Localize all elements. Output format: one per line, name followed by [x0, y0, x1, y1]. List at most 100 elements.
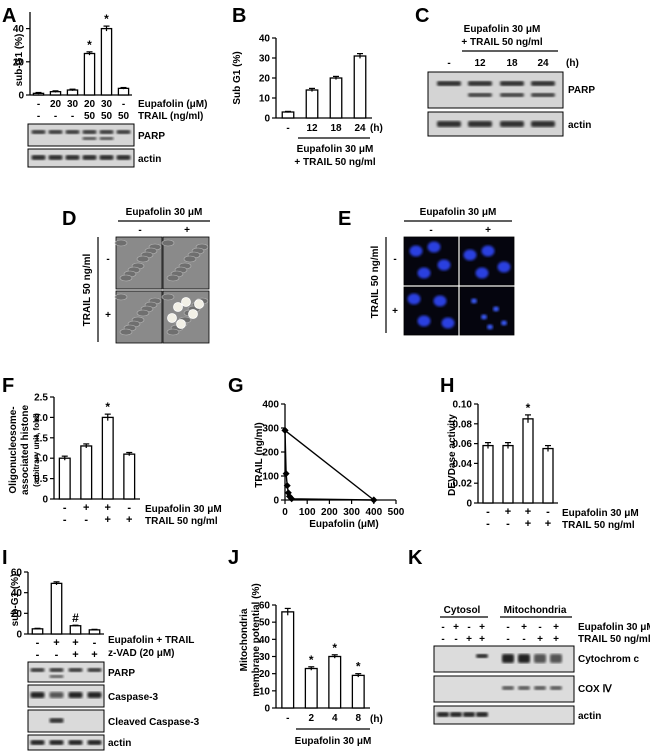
fluorescence-image	[459, 236, 515, 286]
band	[550, 654, 562, 663]
y-tick-label: 30	[259, 54, 271, 65]
band	[116, 155, 131, 160]
condition-sign: -	[506, 622, 509, 633]
y-tick-label: 1.5	[34, 433, 48, 444]
band	[437, 121, 461, 127]
panel-h-bar-chart: 00.020.040.060.080.10--+-*++-+	[453, 400, 558, 530]
condition-sign: 50	[84, 111, 96, 122]
band	[468, 93, 492, 97]
data-point	[282, 470, 290, 478]
y-tick-label: 30	[259, 652, 271, 663]
cell	[136, 255, 150, 263]
condition-sign: -	[122, 99, 125, 110]
band	[116, 130, 131, 134]
panel-g-isobologram: 0 100 200 300 400 0 100 200 300 400 500	[262, 400, 404, 519]
condition-sign: -	[454, 634, 457, 645]
condition-sign: +	[72, 649, 78, 661]
significance-mark: *	[332, 641, 337, 655]
band	[49, 668, 64, 672]
condition-sign: -	[522, 634, 525, 645]
band	[48, 130, 63, 134]
bar	[117, 87, 130, 96]
bar	[31, 628, 44, 635]
y-tick-label: 0.06	[453, 439, 473, 450]
band	[437, 81, 461, 86]
panel-a-blot-label-parp: PARP	[138, 131, 165, 142]
band	[82, 130, 97, 134]
bar	[100, 27, 113, 96]
panel-b-caption-1: Eupafolin 30 μM	[297, 144, 374, 155]
y-tick-label: 0	[16, 630, 22, 641]
band	[534, 654, 546, 663]
panel-e-fluorescence-images	[403, 236, 515, 336]
y-tick-label: 2.5	[34, 393, 48, 404]
condition-sign: -	[84, 514, 88, 526]
panel-c-unit: (h)	[566, 58, 579, 69]
condition-sign: -	[71, 111, 74, 122]
band	[31, 130, 46, 134]
band	[87, 668, 102, 672]
band	[437, 712, 449, 717]
significance-mark: *	[526, 401, 531, 415]
panel-i-blot-label-cleaved: Cleaved Caspase-3	[108, 717, 200, 728]
bar	[351, 674, 365, 709]
y-tick-label: 0	[264, 114, 270, 125]
band	[82, 137, 97, 140]
significance-mark: *	[104, 12, 109, 26]
panel-a-ylabel: sub-G1 (%)	[14, 34, 25, 87]
band	[87, 740, 102, 745]
bar	[101, 416, 114, 500]
data-point	[281, 426, 289, 434]
condition-sign: -	[36, 649, 40, 661]
band	[476, 712, 488, 717]
nucleus	[437, 259, 451, 271]
panel-d-micrographs	[114, 236, 210, 344]
band	[99, 130, 114, 134]
bar	[304, 667, 318, 709]
condition-sign: -	[467, 622, 470, 633]
y-tick-label: 1.0	[34, 454, 48, 465]
condition-sign: +	[553, 634, 559, 645]
panel-e-col-plus: +	[485, 225, 491, 236]
band	[68, 668, 83, 672]
bar	[281, 611, 295, 709]
panel-a-bands	[31, 130, 131, 160]
data-point	[288, 495, 296, 503]
panel-e-row-minus: -	[393, 254, 396, 265]
panel-b-bar-chart: 0 10 20 30 40 - 12 18 24	[259, 34, 372, 134]
cell	[161, 239, 175, 247]
significance-mark: *	[87, 38, 92, 52]
lane-label: -	[447, 58, 450, 69]
bar	[328, 655, 342, 709]
condition-sign: 20	[84, 99, 96, 110]
y-tick-label: 20	[13, 57, 25, 68]
data-point	[370, 496, 378, 504]
x-tick-label: 18	[330, 123, 342, 134]
x-tick-label: 400	[365, 507, 382, 518]
condition-sign: +	[479, 634, 485, 645]
panel-k-bands	[437, 654, 562, 717]
y-tick-label: 10	[259, 686, 271, 697]
y-tick-label: 0	[42, 495, 48, 506]
y-tick-label: 0	[264, 704, 270, 715]
band	[518, 686, 530, 690]
significance-mark: *	[309, 653, 314, 667]
band	[49, 718, 64, 723]
band	[30, 668, 45, 672]
bar	[69, 625, 82, 635]
condition-sign: +	[466, 634, 472, 645]
nucleus	[417, 267, 431, 279]
panel-b-ylabel: Sub G1 (%)	[232, 51, 243, 104]
panel-f-ylabel-3: (arbitrary unit, fold)	[32, 413, 41, 487]
band	[68, 740, 83, 745]
condition-sign: +	[525, 506, 531, 518]
panel-d-row-plus: +	[105, 310, 111, 321]
band	[48, 155, 63, 160]
band	[468, 81, 492, 86]
bar	[83, 52, 96, 96]
panel-i-ylabel: sub-G1 (%)	[10, 574, 21, 627]
band	[82, 155, 97, 160]
cell	[114, 293, 128, 301]
panel-h-row2-label: TRAIL 50 ng/ml	[562, 520, 635, 531]
condition-sign: +	[553, 622, 559, 633]
